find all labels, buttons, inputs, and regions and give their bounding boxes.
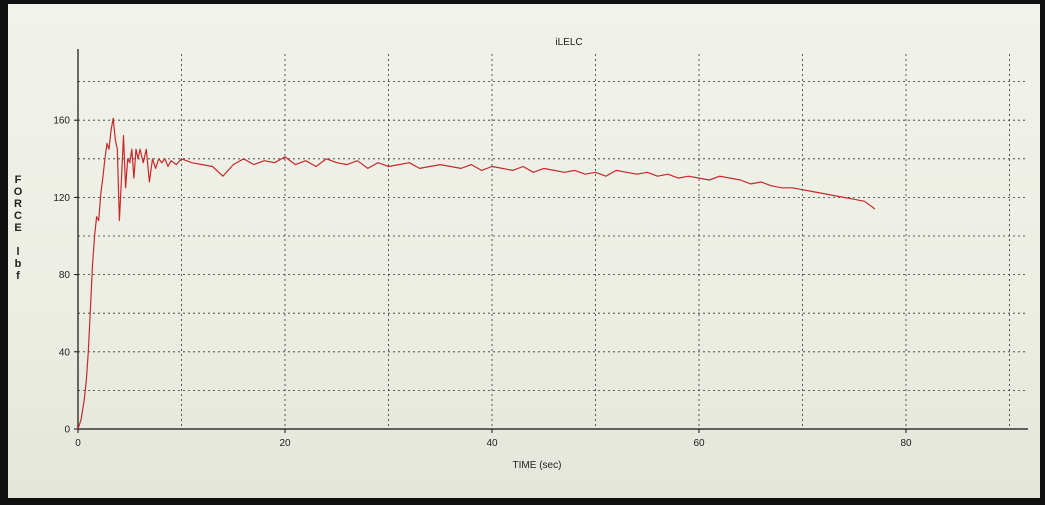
y-axis-label-letter: C <box>14 210 22 222</box>
axes <box>77 49 1028 430</box>
y-axis-label-letter: b <box>15 258 22 270</box>
x-tick-label: 80 <box>900 438 912 449</box>
x-axis-label: TIME (sec) <box>513 460 562 471</box>
y-axis-label-letter: O <box>14 186 23 198</box>
grid <box>78 54 1028 429</box>
x-tick-label: 40 <box>486 438 498 449</box>
y-tick-label: 120 <box>53 193 70 204</box>
x-tick-label: 0 <box>75 438 81 449</box>
y-tick-label: 160 <box>53 116 70 127</box>
tick-labels: 0 40 80 120 160 0 20 40 60 80 <box>53 116 912 449</box>
y-axis-label-letter: f <box>16 270 20 282</box>
y-tick-label: 0 <box>64 425 70 436</box>
y-axis-label-letter: F <box>15 174 22 186</box>
chart-title: iLELC <box>555 37 582 48</box>
y-axis-label-letter: l <box>16 246 19 258</box>
series-line-force <box>77 117 876 430</box>
x-tick-label: 20 <box>279 438 291 449</box>
force-time-chart: 0 40 80 120 160 0 20 40 60 80 iLELC TIME (sec) FO… <box>14 37 1028 471</box>
y-tick-label: 40 <box>59 347 71 358</box>
series-layer <box>77 117 876 430</box>
x-tick-label: 60 <box>693 438 705 449</box>
y-tick-label: 80 <box>59 270 71 281</box>
y-axis-label-letter: E <box>14 222 21 234</box>
y-axis-label-letter: R <box>14 198 22 210</box>
